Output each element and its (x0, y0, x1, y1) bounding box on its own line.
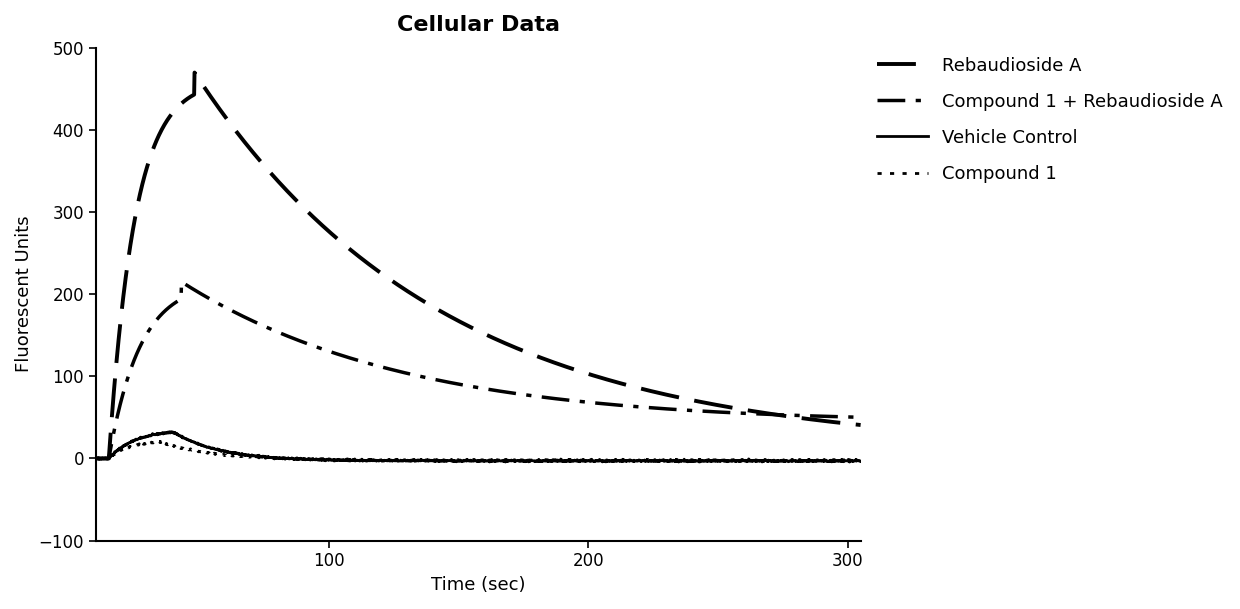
Compound 1 + Rebaudioside A (686, 407, 701, 414)
Line: Rebaudioside A: Rebaudioside A (69, 72, 861, 459)
Rebaudioside A (187, 69, 202, 76)
Rebaudioside A (427, 304, 441, 311)
Vehicle Control (842, 459, 857, 466)
Line: Compound 1: Compound 1 (69, 442, 861, 461)
Compound 1 + Rebaudioside A (62, 455, 77, 462)
Vehicle Control (448, 457, 463, 465)
Rebaudioside A (103, 434, 118, 442)
Compound 1 (831, 457, 846, 464)
Rebaudioside A (448, 315, 463, 323)
Line: Vehicle Control: Vehicle Control (69, 432, 861, 462)
Compound 1 (831, 457, 846, 465)
Legend: Rebaudioside A, Compound 1 + Rebaudioside A, Vehicle Control, Compound 1: Rebaudioside A, Compound 1 + Rebaudiosid… (877, 57, 1223, 183)
Rebaudioside A (686, 396, 701, 404)
Compound 1 + Rebaudioside A (427, 376, 441, 383)
Vehicle Control (62, 455, 77, 462)
Vehicle Control (831, 457, 846, 465)
Vehicle Control (853, 457, 868, 465)
Compound 1 (62, 455, 77, 462)
Rebaudioside A (831, 419, 846, 426)
Rebaudioside A (62, 455, 77, 462)
Vehicle Control (427, 457, 441, 464)
X-axis label: Time (sec): Time (sec) (432, 576, 526, 594)
Compound 1 (448, 456, 463, 463)
Compound 1 + Rebaudioside A (103, 447, 118, 454)
Compound 1 (853, 456, 868, 463)
Vehicle Control (103, 453, 118, 460)
Compound 1 (151, 438, 166, 445)
Compound 1 + Rebaudioside A (831, 413, 846, 420)
Compound 1 (686, 457, 701, 464)
Rebaudioside A (853, 421, 868, 429)
Compound 1 + Rebaudioside A (174, 278, 188, 286)
Compound 1 (427, 457, 441, 464)
Compound 1 (637, 457, 652, 465)
Vehicle Control (162, 428, 177, 435)
Compound 1 + Rebaudioside A (448, 380, 463, 387)
Compound 1 + Rebaudioside A (831, 413, 846, 420)
Title: Cellular Data: Cellular Data (397, 15, 559, 35)
Vehicle Control (831, 457, 846, 465)
Y-axis label: Fluorescent Units: Fluorescent Units (15, 216, 33, 373)
Rebaudioside A (831, 419, 846, 426)
Vehicle Control (686, 457, 701, 465)
Compound 1 (103, 454, 118, 461)
Compound 1 + Rebaudioside A (853, 414, 868, 421)
Line: Compound 1 + Rebaudioside A: Compound 1 + Rebaudioside A (69, 282, 861, 459)
